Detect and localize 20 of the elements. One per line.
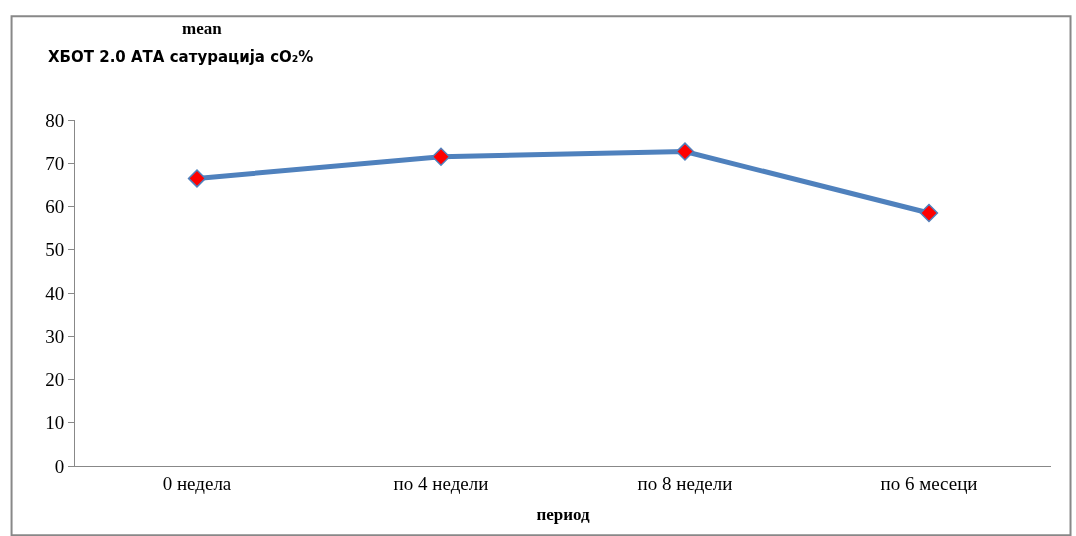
point [187, 169, 207, 188]
y-tick-label: 50 [45, 239, 65, 261]
chart-subtitle: ХБОТ 2.0 АТА сатурација cO₂% [48, 48, 314, 66]
x-tick-label: по 6 месеци [880, 472, 978, 494]
y-tick-label: 80 [45, 109, 65, 131]
chart-title: mean [182, 19, 223, 38]
point [919, 203, 939, 223]
x-tick-label: по 8 недели [637, 472, 733, 494]
x-tick-label: 0 недела [162, 472, 232, 494]
y-tick-label: 20 [45, 369, 65, 391]
y-tick-label: 30 [45, 325, 65, 347]
y-tick-label: 40 [45, 282, 65, 304]
y-tick-label: 0 [54, 455, 65, 477]
y-tick-label: 10 [45, 412, 65, 434]
x-tick-label: по 4 недели [393, 472, 489, 494]
point [431, 147, 451, 166]
x-axis-title: период [536, 505, 590, 525]
y-tick-label: 60 [45, 196, 65, 218]
point [675, 142, 695, 161]
y-tick-label: 70 [45, 152, 65, 174]
